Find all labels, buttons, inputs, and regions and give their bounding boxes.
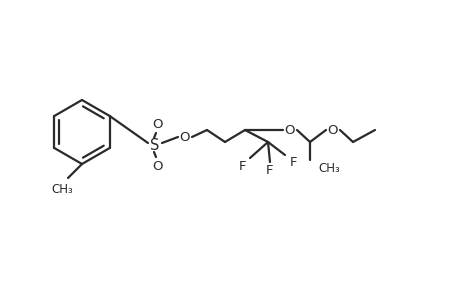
Text: CH₃: CH₃: [51, 183, 73, 196]
Text: F: F: [290, 155, 297, 169]
Text: S: S: [150, 137, 159, 152]
Text: CH₃: CH₃: [317, 161, 339, 175]
Text: F: F: [239, 160, 246, 172]
Text: O: O: [152, 160, 163, 172]
Text: O: O: [284, 124, 295, 136]
Text: O: O: [327, 124, 337, 136]
Text: O: O: [152, 118, 163, 130]
Text: O: O: [179, 130, 190, 143]
Text: F: F: [266, 164, 273, 176]
